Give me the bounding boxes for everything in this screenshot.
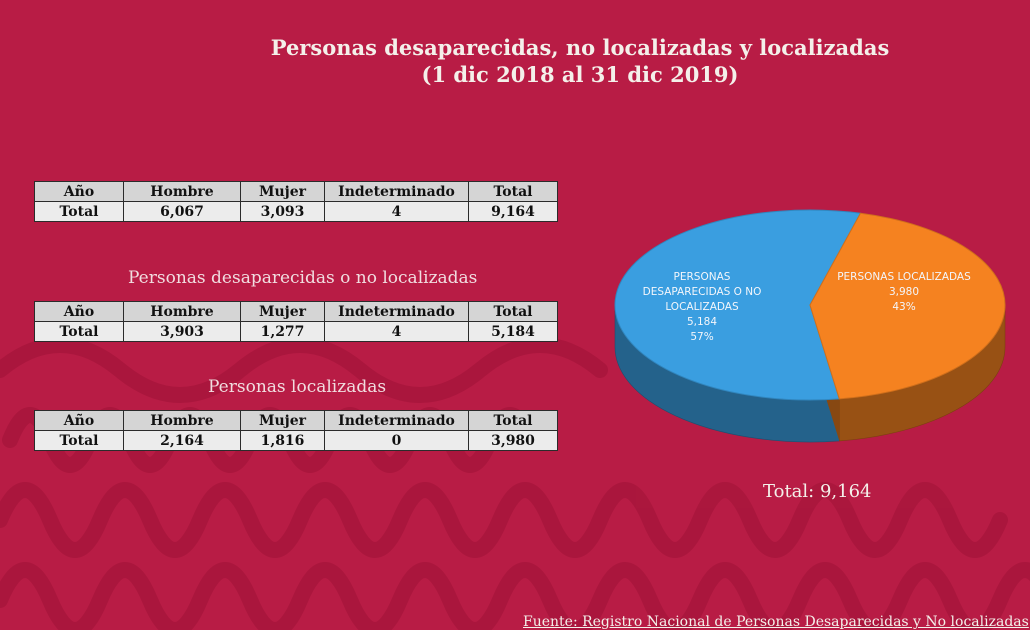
chart-title-line-2: (1 dic 2018 al 31 dic 2019)	[421, 62, 739, 87]
cell-indeterminado: 4	[324, 201, 469, 222]
cell-indeterminado: 4	[324, 321, 469, 342]
pie-label-line: 43%	[892, 301, 915, 313]
table-header-row: Año Hombre Mujer Indeterminado Total	[34, 181, 558, 202]
pie-label-1: PERSONAS LOCALIZADAS 3,980 43%	[837, 271, 971, 313]
header-ano: Año	[34, 301, 124, 322]
chart-title: Personas desaparecidas, no localizadas y…	[200, 34, 960, 88]
cell-total: 5,184	[468, 321, 558, 342]
table-header-row: Año Hombre Mujer Indeterminado Total	[34, 410, 558, 431]
header-mujer: Mujer	[240, 301, 325, 322]
pie-label-0: PERSONAS DESAPARECIDAS O NO LOCALIZADAS 5,1…	[643, 271, 762, 343]
cell-total: 3,980	[468, 430, 558, 451]
pie-label-line: 3,980	[889, 286, 919, 298]
cell-hombre: 2,164	[123, 430, 241, 451]
header-total: Total	[468, 410, 558, 431]
table-desaparecidas: Año Hombre Mujer Indeterminado Total Tot…	[34, 301, 558, 342]
header-hombre: Hombre	[123, 410, 241, 431]
cell-mujer: 3,093	[240, 201, 325, 222]
pie-total-label: Total: 9,164	[763, 481, 872, 502]
header-indeterminado: Indeterminado	[324, 410, 469, 431]
table-row: Total 2,164 1,816 0 3,980	[34, 430, 558, 451]
cell-ano: Total	[34, 201, 124, 222]
header-ano: Año	[34, 410, 124, 431]
chart-title-line-1: Personas desaparecidas, no localizadas y…	[270, 35, 890, 60]
section-title-desaparecidas: Personas desaparecidas o no localizadas	[128, 268, 478, 288]
table-localizadas: Año Hombre Mujer Indeterminado Total Tot…	[34, 410, 558, 451]
pie-label-line: DESAPARECIDAS O NO	[643, 286, 762, 298]
table-total: Año Hombre Mujer Indeterminado Total Tot…	[34, 181, 558, 222]
pie-label-line: LOCALIZADAS	[665, 301, 739, 313]
pie-label-line: PERSONAS LOCALIZADAS	[837, 271, 971, 283]
pie-tops: PERSONAS DESAPARECIDAS O NO LOCALIZADAS 5,1…	[614, 209, 1006, 401]
pie-slice-1	[809, 212, 1006, 400]
cell-indeterminado: 0	[324, 430, 469, 451]
section-title-localizadas: Personas localizadas	[208, 377, 387, 397]
header-hombre: Hombre	[123, 301, 241, 322]
header-ano: Año	[34, 181, 124, 202]
cell-total: 9,164	[468, 201, 558, 222]
pie-slice-0	[614, 209, 862, 401]
cell-ano: Total	[34, 321, 124, 342]
cell-hombre: 3,903	[123, 321, 241, 342]
header-indeterminado: Indeterminado	[324, 181, 469, 202]
cell-ano: Total	[34, 430, 124, 451]
pie-label-line: PERSONAS	[674, 271, 731, 283]
cell-mujer: 1,816	[240, 430, 325, 451]
table-row: Total 3,903 1,277 4 5,184	[34, 321, 558, 342]
pie-chart: PERSONAS DESAPARECIDAS O NO LOCALIZADAS 5,1…	[600, 190, 1020, 460]
header-total: Total	[468, 181, 558, 202]
header-indeterminado: Indeterminado	[324, 301, 469, 322]
header-hombre: Hombre	[123, 181, 241, 202]
pie-label-line: 57%	[690, 331, 713, 343]
pie-label-line: 5,184	[687, 316, 717, 328]
table-header-row: Año Hombre Mujer Indeterminado Total	[34, 301, 558, 322]
source-note: Fuente: Registro Nacional de Personas De…	[523, 614, 1029, 630]
header-mujer: Mujer	[240, 410, 325, 431]
header-mujer: Mujer	[240, 181, 325, 202]
pie-chart-svg: PERSONAS DESAPARECIDAS O NO LOCALIZADAS 5,1…	[614, 209, 1006, 443]
header-total: Total	[468, 301, 558, 322]
cell-mujer: 1,277	[240, 321, 325, 342]
table-row: Total 6,067 3,093 4 9,164	[34, 201, 558, 222]
cell-hombre: 6,067	[123, 201, 241, 222]
